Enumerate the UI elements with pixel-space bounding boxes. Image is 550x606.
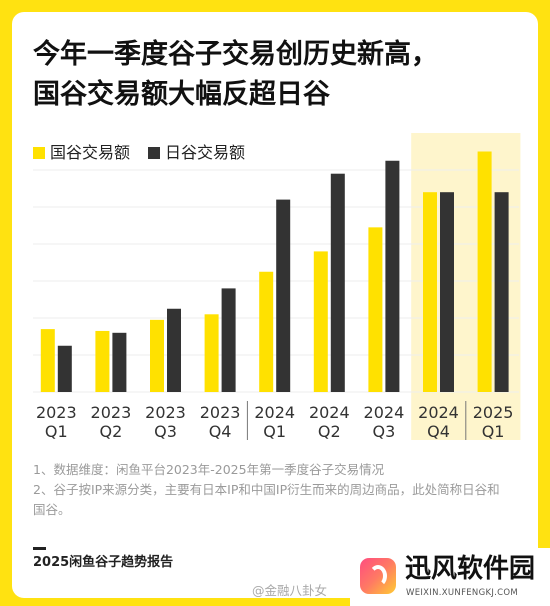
tick-label-quarter: Q1: [482, 422, 505, 441]
tick-label-year: 2023: [36, 403, 77, 422]
tick-label: 2023 Q4: [200, 403, 241, 441]
tick-label: 2024 Q2: [309, 403, 350, 441]
tick-label-quarter: Q3: [154, 422, 177, 441]
bar-guogu-1: [95, 330, 110, 392]
weibo-watermark: @金融八卦女: [252, 583, 328, 598]
legend-swatch-dark: [148, 147, 160, 159]
bar-guogu-6: [368, 227, 383, 392]
logo-name: 迅风软件园: [405, 554, 536, 584]
tick-label-quarter: Q3: [373, 422, 396, 441]
bar-rigu-3: [221, 288, 236, 392]
bar-guogu-5: [313, 251, 328, 392]
tick-label-quarter: Q2: [100, 422, 123, 441]
tick-label: 2023 Q1: [36, 403, 77, 441]
tick-label: 2023 Q3: [145, 403, 186, 441]
tick-label: 2024 Q1: [254, 403, 295, 441]
footnote-2: 2、谷子按IP来源分类，主要有日本IP和中国IP衍生而来的周边商品，此处简称日谷…: [33, 482, 500, 497]
report-title: 2025闲鱼谷子趋势报告: [33, 555, 174, 570]
bar-rigu-5: [330, 173, 345, 392]
footnote-1: 1、数据维度：闲鱼平台2023年-2025年第一季度谷子交易情况: [33, 462, 385, 477]
tick-label-quarter: Q4: [427, 422, 450, 441]
footnote-2-continued: 国谷。: [33, 502, 71, 517]
tick-label-year: 2023: [91, 403, 132, 422]
bar-guogu-4: [259, 271, 274, 392]
bar-rigu-7: [440, 192, 454, 392]
tick-label: 2025 Q1: [473, 403, 514, 441]
tick-label-quarter: Q1: [45, 422, 68, 441]
bar-rigu-0: [57, 345, 72, 392]
tick-label-year: 2024: [418, 403, 459, 422]
footer-divider: [33, 547, 46, 550]
page-title-line-2: 国谷交易额大幅反超日谷: [33, 79, 330, 110]
tick-label-year: 2025: [473, 403, 514, 422]
legend-item-guogu: 国谷交易额: [33, 144, 130, 162]
bar-rigu-4: [276, 199, 291, 392]
legend-swatch-yellow: [33, 147, 45, 159]
legend-item-rigu: 日谷交易额: [148, 144, 245, 162]
tick-label-quarter: Q4: [209, 422, 232, 441]
tick-label-year: 2023: [200, 403, 241, 422]
logo-url: WEIXIN.XUNFENGKJ.COM: [406, 588, 519, 598]
brand-logo-icon: [360, 558, 396, 594]
tick-label-year: 2024: [309, 403, 350, 422]
year-separators: [246, 401, 467, 440]
tick-label-quarter: Q2: [318, 422, 341, 441]
page-title-line-1: 今年一季度谷子交易创历史新高，: [33, 39, 438, 70]
bar-guogu-0: [40, 329, 55, 392]
bar-guogu-3: [204, 314, 219, 392]
logo-curve-shape: [369, 565, 387, 587]
tick-label: 2024 Q3: [364, 403, 405, 441]
tick-label: 2023 Q2: [91, 403, 132, 441]
site-logo-badge: 迅风软件园 WEIXIN.XUNFENGKJ.COM: [350, 548, 550, 606]
tick-label-quarter: Q1: [263, 422, 286, 441]
tick-label-year: 2023: [145, 403, 186, 422]
bar-rigu-1: [112, 332, 127, 392]
legend-label: 日谷交易额: [165, 143, 246, 162]
tick-label: 2024 Q4: [418, 403, 459, 441]
tick-label-year: 2024: [254, 403, 295, 422]
bar-guogu-8: [477, 151, 492, 392]
gridlines: [33, 169, 519, 393]
bar-rigu-2: [167, 308, 181, 392]
bar-guogu-7: [423, 192, 437, 392]
bars: [40, 151, 509, 392]
bar-rigu-6: [385, 160, 400, 392]
bar-guogu-2: [150, 319, 164, 392]
legend-label: 国谷交易额: [50, 143, 131, 162]
tick-label-year: 2024: [364, 403, 405, 422]
bar-rigu-8: [494, 192, 509, 392]
